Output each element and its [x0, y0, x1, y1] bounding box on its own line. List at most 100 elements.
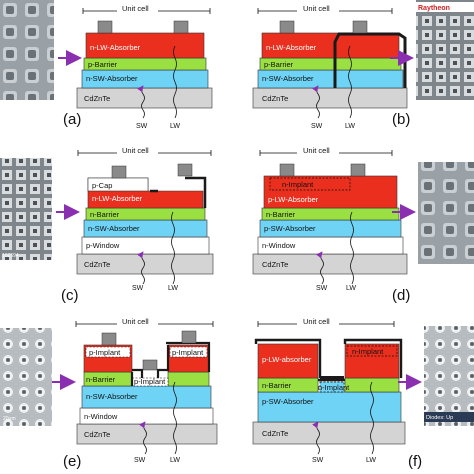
sw-label-f: SW: [312, 457, 324, 464]
raytheon-logo: Raytheon: [418, 5, 450, 12]
layer-label-e-0: p-Implant: [89, 348, 121, 357]
layer-label-b-0: n-LW-Absorber: [266, 43, 317, 52]
unit-cell-label-f: Unit cell: [303, 317, 330, 326]
layer-label-f-0: p-LW-absorber: [262, 355, 312, 364]
sw-ray-f: [312, 421, 320, 455]
layer-label-e-3: n-Barrier: [86, 375, 116, 384]
layer-label-f-4: n-Implant: [318, 383, 350, 392]
unit-cell-label-c: Unit cell: [122, 146, 149, 155]
sem-image-c: [0, 158, 52, 260]
sw-ray-d: [316, 251, 324, 285]
panel-c: 102594 Unit cell CdZnTe p-Window n-SW-Ab…: [0, 146, 214, 304]
sw-ray-e: [139, 421, 147, 455]
panel-letter-a: (a): [63, 111, 81, 128]
contact-e-3: [181, 330, 197, 344]
metal-contact-e: [130, 341, 211, 386]
substrate-label-f: CdZnTe: [262, 429, 288, 438]
layer-label-e-5: n-Window: [84, 412, 118, 421]
lw-ray-c: [171, 211, 175, 285]
substrate-label-e: CdZnTe: [84, 430, 110, 439]
contact-b-1: [279, 20, 295, 34]
unit-cell-bracket-d: [259, 150, 393, 156]
unit-cell-bracket-f: [257, 321, 395, 327]
sw-label-d: SW: [316, 285, 328, 292]
layer-label-c-1: n-LW-Absorber: [92, 194, 143, 203]
implant-region-e-1: [85, 346, 131, 358]
sem-image-b: [416, 0, 474, 100]
sw-label-b: SW: [311, 123, 323, 130]
layer-label-d-4: n-Window: [262, 241, 296, 250]
contact-c-1: [111, 165, 127, 179]
layer-label-b-1: p-Barrier: [264, 60, 294, 69]
panel-letter-b: (b): [392, 111, 410, 128]
contact-a-2: [173, 20, 189, 34]
contact-e-2: [142, 359, 158, 371]
panel-d: Unit cell CdZnTe n-Window p-SW-Absorber …: [252, 146, 474, 304]
sw-ray-a: [137, 85, 145, 119]
panel-b: Unit cell CdZnTe n-SW-Absorber p-Barrier…: [252, 0, 474, 130]
unit-cell-label-a: Unit cell: [122, 4, 149, 13]
lw-absorber-layer-d: [263, 175, 398, 209]
unit-cell-label-d: Unit cell: [303, 146, 330, 155]
contact-b-2: [352, 20, 368, 34]
layer-label-c-4: p-Window: [86, 241, 120, 250]
implant-region-d: [269, 177, 351, 191]
panel-f: Unit cell CdZnTe p-SW-Absorber n-Barrier…: [252, 317, 474, 470]
layer-label-b-2: n-SW-Absorber: [262, 74, 314, 83]
layer-label-c-0: p-Cap: [92, 181, 112, 190]
lw-label-c: LW: [168, 285, 178, 292]
sw-label-a: SW: [136, 123, 148, 130]
panel-letter-d: (d): [392, 287, 410, 304]
bottom-contact-f: [320, 376, 344, 380]
contact-a-1: [97, 20, 113, 34]
lw-label-e: LW: [170, 457, 180, 464]
sem-scale-e: 20μm: [3, 416, 16, 422]
barrier-layer-f-right: [344, 377, 400, 393]
implant-region-f-2: [319, 381, 345, 393]
layer-label-e-4: n-SW-Absorber: [86, 392, 138, 401]
sw-ray-b: [312, 85, 320, 119]
contact-e-1: [101, 332, 117, 346]
layer-label-f-3: p-SW-Absorber: [262, 397, 314, 406]
substrate-label-d: CdZnTe: [262, 260, 288, 269]
implant-region-e-2: [169, 346, 208, 358]
layer-label-e-1: p-Implant: [172, 348, 204, 357]
diode-caption: Diodes: Up: [426, 415, 453, 421]
layer-label-d-3: p-SW-Absorber: [264, 224, 316, 233]
sem-image-d: [418, 162, 474, 264]
unit-cell-bracket-e: [75, 321, 214, 327]
sw-label-e: SW: [134, 457, 146, 464]
layer-label-f-2: n-Barrier: [262, 381, 292, 390]
panel-letter-f: (f): [408, 453, 422, 470]
lw-label-d: LW: [346, 285, 356, 292]
unit-cell-label-b: Unit cell: [303, 4, 330, 13]
metal-contact-b: [333, 32, 407, 88]
lw-label-a: LW: [170, 123, 180, 130]
substrate-label-b: CdZnTe: [262, 94, 288, 103]
unit-cell-label-e: Unit cell: [122, 317, 149, 326]
unit-cell-bracket-c: [77, 150, 212, 156]
diode-caption-plate: [424, 412, 474, 422]
panel-letter-c: (c): [61, 287, 79, 304]
contact-c-2: [177, 163, 193, 177]
lw-label-f: LW: [366, 457, 376, 464]
panel-e: 20μm Unit cell CdZnTe n-Window n-SW-Abso…: [0, 317, 218, 470]
implant-region-f-1: [346, 345, 398, 357]
lw-absorber-layer-b: [261, 32, 400, 59]
substrate-label-a: CdZnTe: [84, 94, 110, 103]
lw-ray-a: [173, 45, 177, 119]
layer-label-c-2: n-Barrier: [90, 210, 120, 219]
layer-label-a-1: p-Barrier: [88, 60, 118, 69]
contact-d-2: [350, 163, 366, 177]
panel-a: Unit cell CdZnTe n-SW-Absorber p-Barrier…: [0, 0, 213, 130]
layer-label-f-1: n-Implant: [352, 347, 384, 356]
contact-d-1: [279, 163, 295, 177]
sem-micro-label-c: 102594: [2, 253, 19, 259]
lw-ray-e: [173, 381, 177, 455]
unit-cell-bracket-b: [257, 8, 393, 14]
lw-ray-b: [348, 45, 352, 119]
layer-label-d-1: p-LW-Absorber: [268, 195, 319, 204]
layer-label-e-2: p-Implant: [134, 377, 166, 386]
sem-image-f: [424, 326, 474, 426]
